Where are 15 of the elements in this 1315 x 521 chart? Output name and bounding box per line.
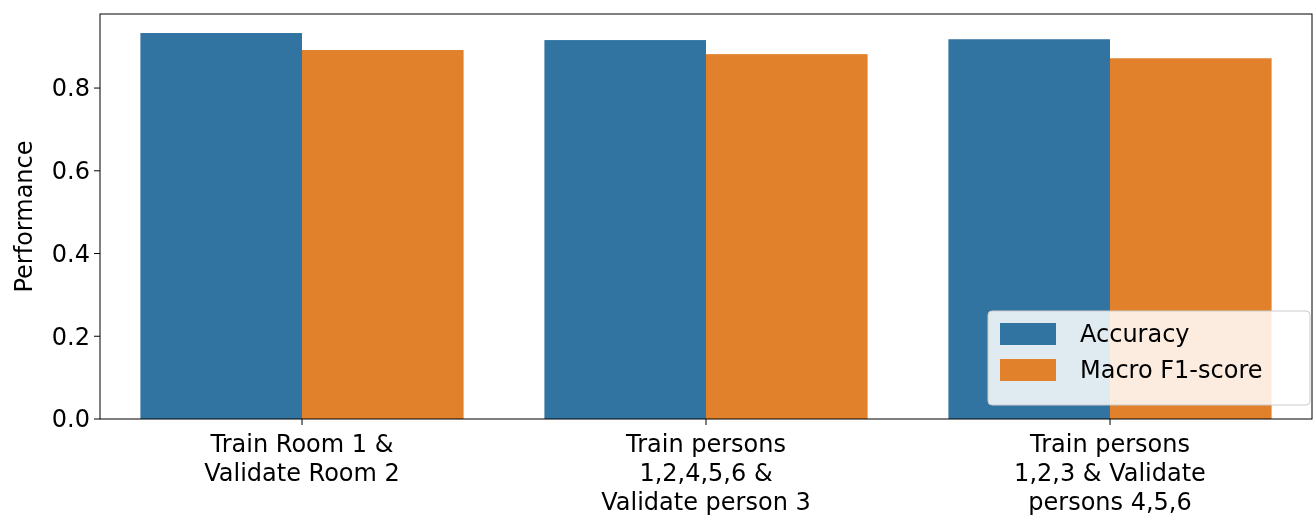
x-tick-label: Train persons 1,2,3 & Validate persons 4,5,6 bbox=[1014, 430, 1206, 516]
y-tick-label: 0.8 bbox=[51, 74, 90, 103]
legend-label: Accuracy bbox=[1080, 320, 1190, 349]
bar bbox=[140, 33, 302, 419]
x-tick-label: Train persons 1,2,4,5,6 & Validate person 3 bbox=[601, 430, 811, 516]
y-tick-label: 0.2 bbox=[51, 322, 90, 351]
y-tick-label: 0.6 bbox=[51, 157, 90, 186]
x-tick-label: Train Room 1 & Validate Room 2 bbox=[204, 430, 400, 487]
y-tick-label: 0.0 bbox=[51, 405, 90, 434]
legend-label: Macro F1-score bbox=[1080, 356, 1263, 385]
bar bbox=[302, 49, 464, 419]
bar bbox=[544, 40, 706, 419]
bar bbox=[706, 54, 868, 419]
y-tick-label: 0.4 bbox=[51, 239, 90, 268]
y-axis-title: Performance bbox=[10, 140, 38, 293]
